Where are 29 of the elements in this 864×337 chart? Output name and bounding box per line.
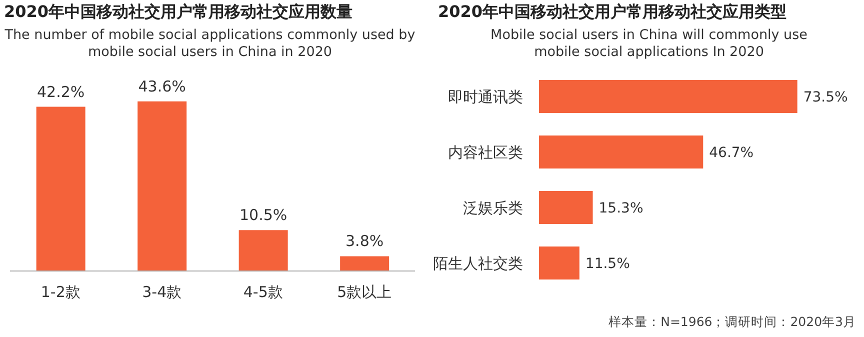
data-label: 42.2% [36, 82, 85, 101]
y-tick-label: 内容社区类 [448, 143, 523, 162]
bar [539, 136, 704, 168]
x-tick-label: 1-2款 [40, 283, 80, 301]
data-label: 73.5% [803, 90, 848, 106]
x-tick-label: 3-4款 [142, 283, 182, 301]
x-tick-label: 5款以上 [337, 283, 392, 301]
chart-title: 2020年中国移动社交用户常用移动社交应用类型 [438, 2, 788, 23]
x-tick-label: 4-5款 [243, 283, 283, 301]
bar [340, 256, 390, 271]
bar [138, 101, 187, 271]
data-label: 11.5% [585, 256, 630, 272]
text: 样本量：N=1966；调研时间：2020年3月 [608, 314, 856, 331]
bar [238, 230, 288, 271]
y-tick-label: 陌生人社交类 [433, 254, 523, 272]
data-label: 10.5% [239, 206, 288, 224]
chart-subtitle: Mobile social users in China will commonly use mobile social applications In 2020 [490, 27, 808, 61]
bar [539, 246, 580, 280]
bar [539, 80, 798, 113]
data-label: 46.7% [709, 145, 754, 161]
bar [539, 191, 593, 224]
data-label: 3.8% [346, 232, 384, 250]
y-tick-label: 泛娱乐类 [463, 198, 523, 217]
bar [36, 106, 86, 271]
chart-subtitle: The number of mobile social applications commonly used by mobile social users in China in 2020 [4, 27, 416, 61]
data-label: 43.6% [138, 77, 186, 96]
y-tick-label: 即时通讯类 [448, 88, 523, 106]
data-label: 15.3% [598, 200, 644, 216]
chart-title: 2020年中国移动社交用户常用移动社交应用数量 [4, 2, 354, 23]
